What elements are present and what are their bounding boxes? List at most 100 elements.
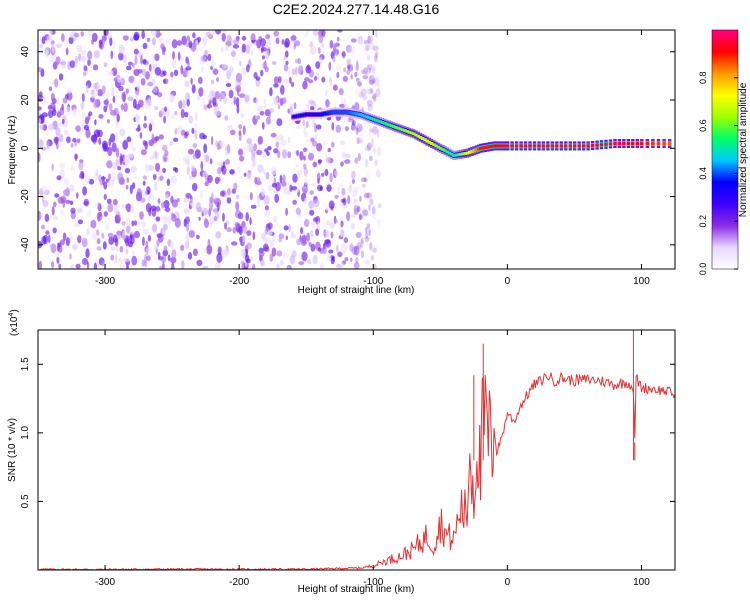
- noise-blob: [90, 134, 98, 143]
- noise-blob: [376, 218, 382, 224]
- noise-blob: [344, 153, 351, 158]
- noise-blob: [345, 44, 353, 53]
- noise-blob: [145, 246, 152, 255]
- noise-blob: [369, 155, 373, 161]
- noise-blob: [243, 172, 247, 177]
- noise-blob: [81, 237, 88, 248]
- noise-blob: [46, 140, 50, 150]
- noise-blob: [329, 172, 333, 183]
- noise-blob: [282, 252, 289, 259]
- noise-blob: [58, 163, 66, 169]
- noise-blob: [127, 96, 134, 102]
- noise-blob: [369, 198, 374, 206]
- noise-blob: [204, 49, 208, 57]
- noise-blob: [142, 42, 148, 50]
- noise-blob: [72, 107, 77, 117]
- noise-blob: [176, 40, 183, 46]
- noise-blob: [126, 265, 129, 269]
- spectrogram-x-tick-label: -200: [229, 276, 249, 287]
- noise-blob: [188, 230, 195, 238]
- noise-blob: [157, 198, 161, 204]
- noise-blob: [364, 158, 368, 168]
- noise-blob: [241, 43, 247, 53]
- noise-blob: [125, 184, 129, 190]
- noise-blob: [291, 68, 297, 76]
- noise-blob: [328, 61, 332, 71]
- noise-blob: [163, 78, 166, 84]
- noise-blob: [261, 232, 267, 240]
- noise-blob: [55, 56, 61, 65]
- noise-blob: [60, 195, 67, 204]
- noise-blob: [115, 147, 120, 158]
- snr-x-tick-label: 100: [633, 577, 650, 588]
- noise-blob: [220, 46, 224, 53]
- signal-cell: [461, 152, 465, 156]
- noise-blob: [277, 150, 281, 159]
- noise-blob: [38, 260, 43, 269]
- noise-blob: [262, 169, 266, 175]
- noise-blob: [215, 30, 222, 35]
- noise-blob: [330, 204, 334, 211]
- noise-blob: [149, 155, 154, 160]
- snr-background: [38, 330, 675, 570]
- signal-cell: [338, 110, 342, 114]
- noise-blob: [184, 131, 188, 139]
- noise-blob: [353, 245, 360, 256]
- noise-blob: [374, 53, 378, 63]
- noise-blob: [87, 209, 92, 217]
- noise-blob: [170, 265, 175, 269]
- noise-blob: [295, 66, 298, 76]
- noise-blob: [140, 197, 146, 203]
- noise-blob: [231, 188, 236, 194]
- noise-blob: [242, 225, 248, 234]
- noise-blob: [119, 246, 124, 253]
- noise-blob: [367, 35, 371, 45]
- noise-blob: [152, 86, 158, 94]
- noise-blob: [115, 132, 118, 138]
- noise-blob: [252, 157, 257, 167]
- noise-blob: [219, 190, 225, 197]
- noise-blob: [355, 77, 360, 83]
- noise-blob: [170, 113, 176, 120]
- signal-cell: [445, 150, 449, 154]
- noise-blob: [122, 35, 129, 41]
- noise-blob: [86, 228, 90, 236]
- noise-blob: [340, 220, 344, 228]
- noise-blob: [289, 76, 292, 84]
- noise-blob: [183, 155, 189, 164]
- noise-blob: [140, 78, 146, 86]
- noise-blob: [133, 230, 140, 239]
- noise-blob: [355, 231, 362, 239]
- signal-cell: [474, 148, 479, 152]
- noise-blob: [180, 244, 185, 251]
- noise-blob: [142, 58, 147, 65]
- noise-blob: [221, 63, 227, 70]
- noise-blob: [315, 61, 321, 69]
- snr-multiplier: (x104): [8, 309, 20, 336]
- noise-blob: [56, 256, 60, 264]
- noise-blob: [116, 113, 120, 123]
- noise-blob: [41, 112, 48, 118]
- noise-blob: [250, 204, 257, 209]
- signal-cell: [291, 115, 295, 119]
- noise-blob: [329, 76, 332, 87]
- noise-blob: [50, 244, 56, 248]
- noise-blob: [172, 51, 175, 60]
- noise-blob: [335, 64, 342, 72]
- noise-blob: [226, 143, 231, 154]
- signal-cell: [651, 142, 655, 145]
- noise-blob: [95, 169, 99, 177]
- noise-blob: [256, 105, 263, 112]
- noise-blob: [79, 119, 86, 126]
- noise-blob: [113, 204, 119, 214]
- noise-blob: [227, 188, 231, 196]
- noise-blob: [344, 257, 349, 262]
- signal-cell: [479, 146, 483, 150]
- noise-blob: [287, 265, 291, 269]
- signal-cell: [302, 113, 306, 117]
- noise-blob: [358, 214, 364, 220]
- signal-cell: [374, 118, 378, 122]
- noise-blob: [39, 124, 45, 130]
- noise-blob: [257, 164, 264, 173]
